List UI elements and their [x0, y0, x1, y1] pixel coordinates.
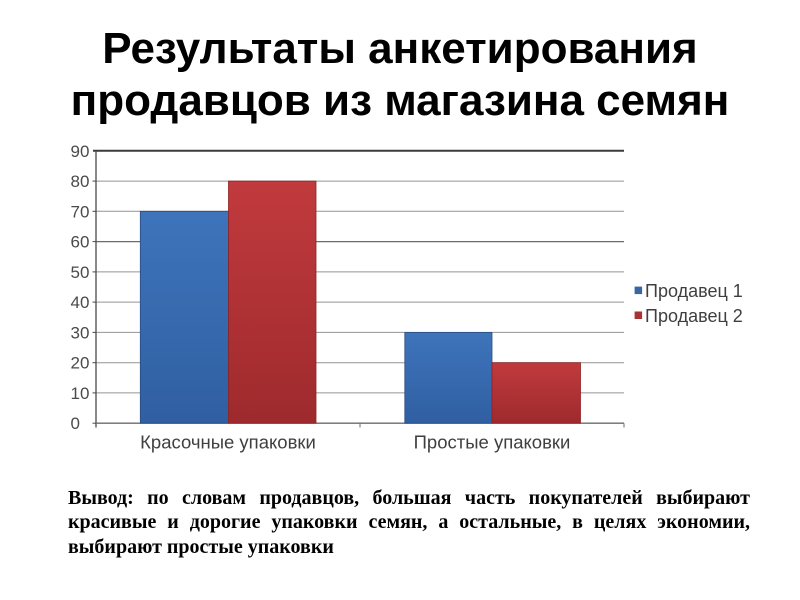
- svg-text:30: 30: [71, 323, 90, 342]
- svg-text:Продавец 1: Продавец 1: [645, 281, 743, 301]
- svg-text:80: 80: [71, 172, 90, 191]
- svg-text:70: 70: [71, 202, 90, 221]
- svg-text:50: 50: [71, 263, 90, 282]
- svg-text:Простые упаковки: Простые упаковки: [414, 432, 571, 453]
- svg-text:10: 10: [71, 384, 90, 403]
- svg-text:Красочные упаковки: Красочные упаковки: [140, 432, 316, 453]
- svg-text:40: 40: [71, 293, 90, 312]
- svg-text:Продавец 2: Продавец 2: [645, 306, 743, 326]
- svg-text:20: 20: [71, 354, 90, 373]
- svg-text:90: 90: [71, 142, 90, 161]
- svg-text:0: 0: [71, 414, 80, 433]
- svg-text:60: 60: [71, 233, 90, 252]
